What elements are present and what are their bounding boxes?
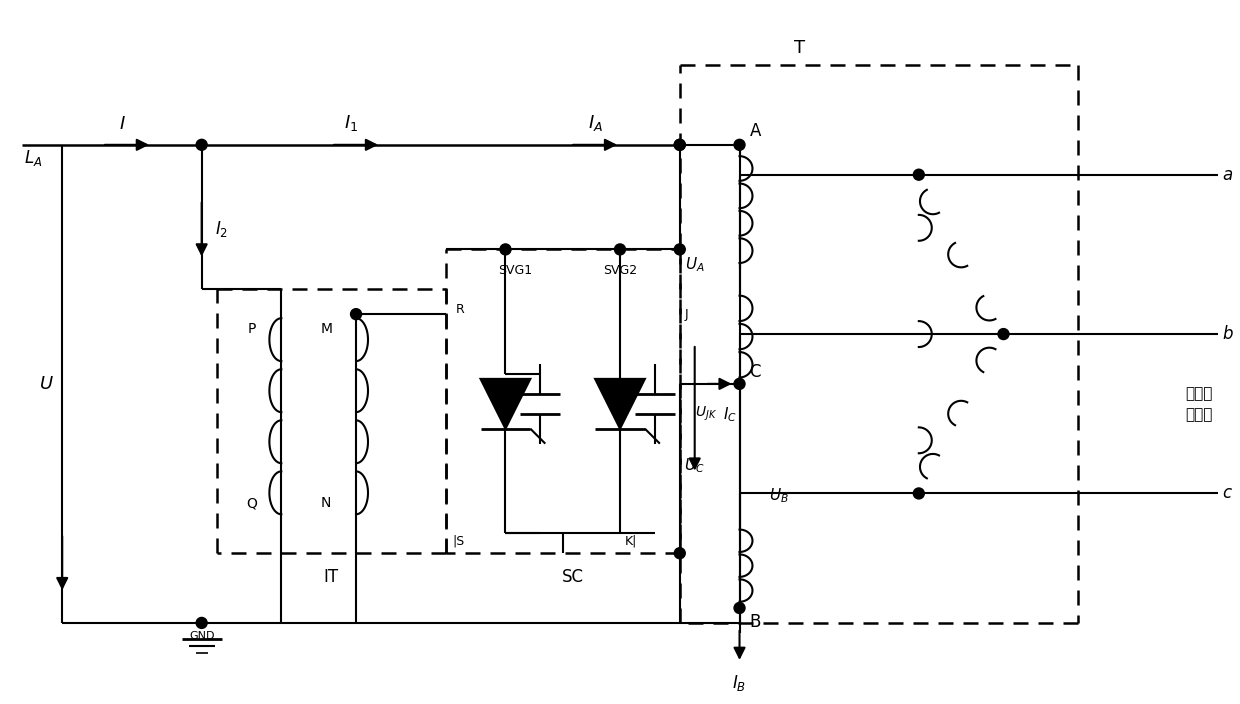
Text: K|: K| bbox=[625, 535, 637, 548]
Text: $U_C$: $U_C$ bbox=[684, 457, 704, 475]
Text: |S: |S bbox=[453, 535, 465, 548]
Circle shape bbox=[734, 378, 745, 389]
Circle shape bbox=[500, 244, 511, 255]
Text: $I$: $I$ bbox=[119, 115, 125, 133]
Circle shape bbox=[351, 308, 362, 320]
Text: SVG2: SVG2 bbox=[603, 264, 637, 277]
Text: A: A bbox=[749, 122, 761, 140]
Text: GND: GND bbox=[188, 631, 215, 641]
Text: M: M bbox=[320, 322, 332, 336]
Text: T: T bbox=[794, 39, 805, 57]
Text: $L_A$: $L_A$ bbox=[25, 148, 42, 168]
Text: SC: SC bbox=[562, 568, 584, 586]
Circle shape bbox=[675, 139, 686, 150]
Text: b: b bbox=[1223, 325, 1233, 343]
Circle shape bbox=[914, 488, 924, 499]
Text: 用户侧
三相电: 用户侧 三相电 bbox=[1185, 386, 1213, 422]
Text: $I_C$: $I_C$ bbox=[723, 406, 737, 425]
Circle shape bbox=[734, 603, 745, 613]
Text: $I_A$: $I_A$ bbox=[588, 113, 603, 133]
Text: c: c bbox=[1223, 484, 1231, 503]
Circle shape bbox=[615, 244, 625, 255]
Text: $I_2$: $I_2$ bbox=[215, 220, 228, 239]
Circle shape bbox=[196, 617, 207, 629]
Text: IT: IT bbox=[324, 568, 339, 586]
Circle shape bbox=[675, 244, 686, 255]
Text: P: P bbox=[247, 322, 255, 336]
Text: B: B bbox=[749, 613, 761, 631]
Text: Q: Q bbox=[246, 496, 257, 510]
Text: a: a bbox=[1223, 165, 1233, 184]
Text: $I_B$: $I_B$ bbox=[733, 673, 746, 693]
Text: SVG1: SVG1 bbox=[498, 264, 532, 277]
Polygon shape bbox=[481, 379, 531, 429]
Text: $U_B$: $U_B$ bbox=[769, 486, 789, 505]
Circle shape bbox=[914, 169, 924, 180]
Circle shape bbox=[998, 329, 1009, 339]
Text: $U_A$: $U_A$ bbox=[684, 255, 704, 274]
Text: N: N bbox=[321, 496, 331, 510]
Text: J: J bbox=[684, 308, 688, 320]
Circle shape bbox=[734, 139, 745, 150]
Circle shape bbox=[675, 139, 686, 150]
Circle shape bbox=[675, 548, 686, 559]
Text: $U$: $U$ bbox=[40, 375, 55, 393]
Polygon shape bbox=[595, 379, 645, 429]
Text: $I_1$: $I_1$ bbox=[343, 113, 358, 133]
Circle shape bbox=[196, 139, 207, 150]
Text: R: R bbox=[455, 303, 465, 315]
Text: $U_{JK}$: $U_{JK}$ bbox=[694, 405, 717, 423]
Text: C: C bbox=[749, 363, 761, 381]
